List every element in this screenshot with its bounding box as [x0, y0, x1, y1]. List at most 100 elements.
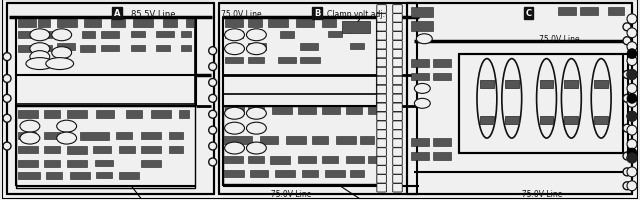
Bar: [70, 172, 90, 179]
Bar: [459, 54, 623, 153]
Ellipse shape: [561, 59, 581, 138]
Bar: [169, 132, 183, 139]
Bar: [505, 117, 518, 125]
Bar: [101, 32, 119, 39]
Bar: [18, 172, 40, 179]
Circle shape: [3, 75, 11, 83]
Bar: [540, 117, 554, 125]
Circle shape: [627, 56, 637, 66]
Ellipse shape: [502, 59, 522, 138]
Bar: [298, 156, 316, 163]
Bar: [223, 18, 376, 95]
Bar: [275, 170, 295, 177]
Bar: [480, 81, 494, 89]
FancyBboxPatch shape: [377, 104, 387, 112]
Bar: [580, 8, 598, 16]
Bar: [38, 45, 52, 51]
Ellipse shape: [246, 30, 266, 42]
Circle shape: [3, 142, 11, 150]
Bar: [44, 132, 60, 139]
Bar: [412, 73, 429, 81]
Bar: [248, 57, 264, 63]
FancyBboxPatch shape: [393, 130, 403, 139]
Bar: [223, 156, 243, 163]
Bar: [322, 156, 338, 163]
Circle shape: [209, 158, 217, 166]
Text: -75.0V Line: -75.0V Line: [518, 189, 562, 198]
FancyBboxPatch shape: [393, 95, 403, 103]
Bar: [38, 32, 52, 39]
Bar: [225, 20, 243, 28]
Circle shape: [627, 29, 637, 39]
Bar: [433, 59, 451, 67]
Bar: [346, 107, 362, 115]
FancyBboxPatch shape: [377, 41, 387, 50]
Bar: [322, 20, 336, 28]
Ellipse shape: [225, 142, 244, 154]
Bar: [225, 32, 243, 39]
Bar: [368, 107, 378, 115]
Bar: [412, 8, 433, 18]
Bar: [163, 20, 177, 28]
Bar: [126, 111, 142, 119]
Bar: [505, 81, 518, 89]
Ellipse shape: [246, 123, 266, 134]
Bar: [268, 20, 288, 28]
Bar: [280, 32, 294, 39]
FancyBboxPatch shape: [377, 139, 387, 148]
FancyBboxPatch shape: [393, 184, 403, 192]
Bar: [57, 20, 77, 28]
Text: 85.5V Line: 85.5V Line: [131, 10, 176, 19]
Bar: [97, 111, 115, 119]
Bar: [248, 107, 264, 115]
Circle shape: [627, 15, 637, 25]
Bar: [181, 32, 191, 38]
Ellipse shape: [30, 51, 50, 63]
Bar: [84, 20, 101, 28]
FancyBboxPatch shape: [393, 112, 403, 121]
FancyBboxPatch shape: [393, 148, 403, 156]
FancyBboxPatch shape: [377, 175, 387, 183]
FancyBboxPatch shape: [377, 112, 387, 121]
Ellipse shape: [57, 121, 77, 132]
Ellipse shape: [26, 58, 54, 70]
Bar: [433, 138, 451, 146]
Circle shape: [3, 115, 11, 123]
FancyBboxPatch shape: [377, 157, 387, 165]
Ellipse shape: [414, 84, 430, 94]
Bar: [223, 170, 244, 177]
FancyBboxPatch shape: [393, 157, 403, 165]
Bar: [564, 81, 579, 89]
Circle shape: [209, 79, 217, 87]
Text: A: A: [114, 9, 120, 18]
Bar: [225, 107, 244, 115]
Ellipse shape: [225, 108, 244, 120]
Bar: [300, 57, 320, 63]
Bar: [272, 107, 292, 115]
Bar: [46, 172, 61, 179]
Bar: [131, 32, 145, 38]
Circle shape: [627, 70, 637, 80]
Bar: [300, 43, 318, 50]
FancyBboxPatch shape: [377, 15, 387, 23]
Ellipse shape: [246, 43, 266, 55]
Circle shape: [209, 63, 217, 71]
Bar: [248, 156, 264, 163]
Text: 75.0V Line: 75.0V Line: [539, 35, 579, 44]
Bar: [225, 57, 243, 63]
FancyBboxPatch shape: [377, 121, 387, 130]
FancyBboxPatch shape: [377, 148, 387, 156]
Bar: [186, 20, 194, 28]
Ellipse shape: [225, 123, 244, 134]
Circle shape: [627, 112, 637, 122]
FancyBboxPatch shape: [393, 166, 403, 174]
Ellipse shape: [20, 121, 40, 132]
Bar: [325, 170, 345, 177]
Ellipse shape: [30, 30, 50, 42]
Circle shape: [627, 94, 637, 104]
Circle shape: [627, 181, 637, 191]
Ellipse shape: [536, 59, 556, 138]
Circle shape: [627, 84, 637, 94]
Bar: [18, 45, 36, 52]
Circle shape: [627, 148, 637, 158]
